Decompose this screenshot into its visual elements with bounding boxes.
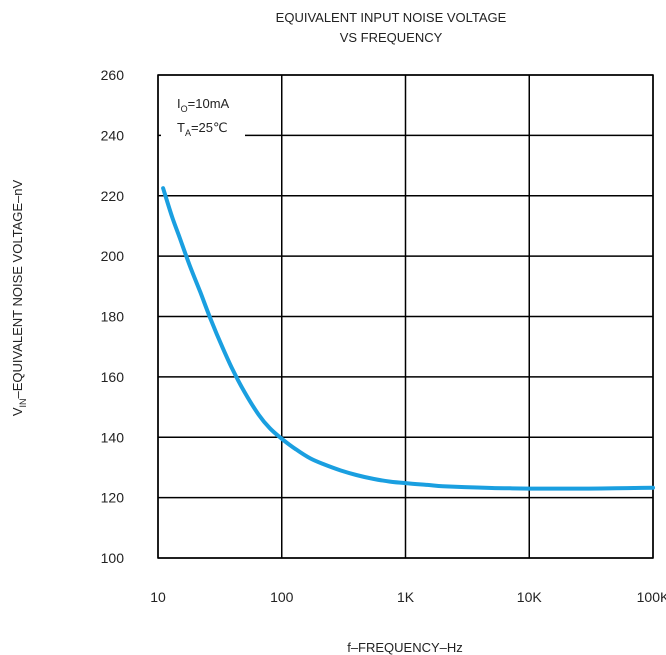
x-tick-labels: 10 100 1K 10K 100K [150,589,666,605]
y-tick-label: 240 [101,127,125,143]
x-tick-label: 100 [270,589,294,605]
legend-entry: IO=10mA [177,96,230,114]
legend-box: IO=10mA TA=25℃ [161,87,245,153]
x-axis-label: f–FREQUENCY–Hz [347,640,463,655]
y-tick-label: 180 [101,309,125,325]
y-tick-label: 220 [101,188,125,204]
y-tick-label: 200 [101,248,125,264]
plot-frame [157,74,654,559]
y-axis-label: VIN–EQUIVALENT NOISE VOLTAGE–nV [10,180,28,417]
y-tick-label: 120 [101,490,125,506]
y-tick-label: 140 [101,429,125,445]
y-tick-label: 160 [101,369,125,385]
y-tick-labels: 100 120 140 160 180 200 220 240 260 [101,67,125,566]
legend-background [161,87,245,153]
x-tick-label: 100K [637,589,666,605]
chart-subtitle: VS FREQUENCY [340,30,443,45]
y-tick-label: 100 [101,550,125,566]
x-tick-label: 10 [150,589,166,605]
chart-title: EQUIVALENT INPUT NOISE VOLTAGE [276,10,507,25]
x-tick-label: 1K [397,589,415,605]
legend-entry: TA=25℃ [177,120,228,138]
series-line [161,186,655,491]
y-tick-label: 260 [101,67,125,83]
x-tick-label: 10K [517,589,543,605]
